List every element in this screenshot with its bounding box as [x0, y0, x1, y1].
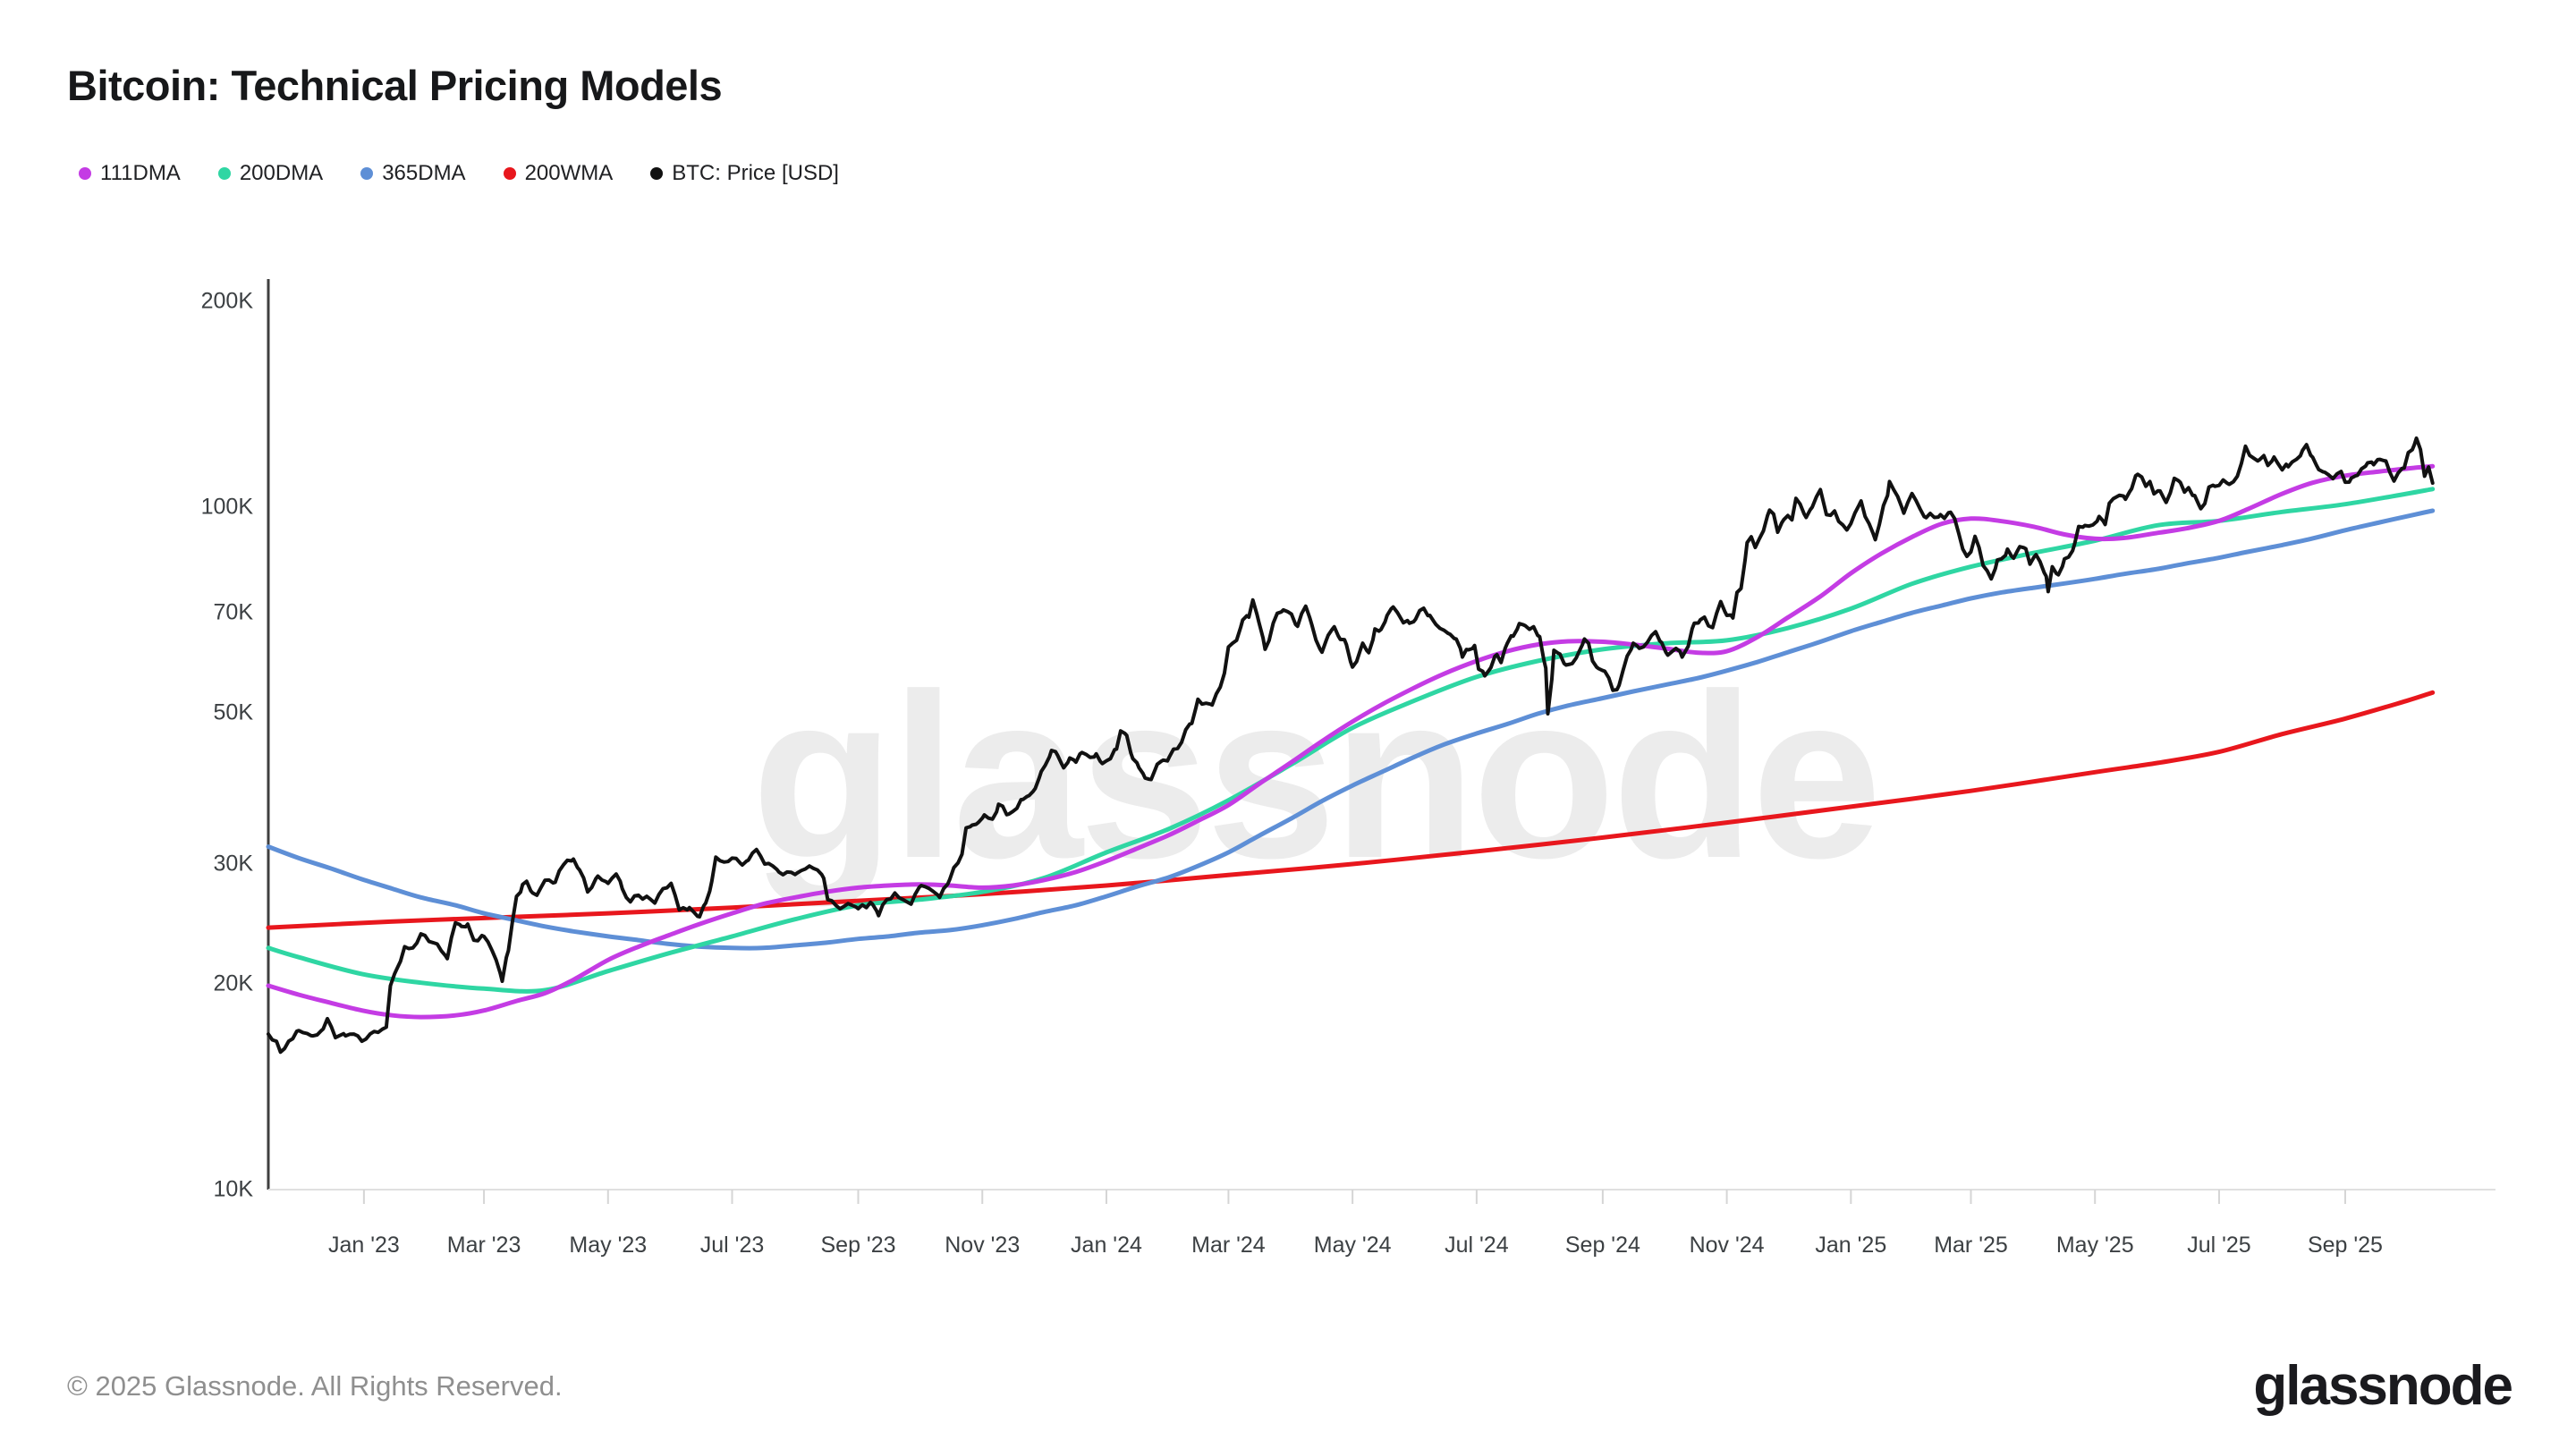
- y-tick-label: 200K: [200, 288, 253, 314]
- legend-label: BTC: Price [USD]: [672, 161, 839, 185]
- x-tick-label: Jan '23: [327, 1233, 400, 1258]
- x-tick-label: Sep '25: [2307, 1233, 2383, 1258]
- legend: 111DMA 200DMA 365DMA 200WMA BTC: Price [USD]: [79, 161, 839, 186]
- legend-dot-icon: [650, 167, 664, 180]
- y-tick-label: 20K: [213, 970, 253, 996]
- page-title: Bitcoin: Technical Pricing Models: [67, 62, 723, 109]
- y-tick-label: 10K: [213, 1176, 253, 1202]
- legend-dot-icon: [217, 167, 231, 180]
- legend-item-btc-price-usd-: BTC: Price [USD]: [650, 161, 839, 186]
- x-tick-label: Mar '25: [1934, 1233, 2008, 1258]
- legend-item-365dma: 365DMA: [360, 161, 466, 186]
- x-tick-label: Jan '24: [1071, 1233, 1142, 1258]
- x-tick-label: Mar '24: [1191, 1233, 1266, 1258]
- y-tick-label: 30K: [213, 851, 253, 877]
- legend-label: 365DMA: [382, 161, 466, 185]
- glassnode-logo: glassnode: [2253, 1355, 2513, 1417]
- legend-item-200wma: 200WMA: [503, 161, 614, 186]
- legend-item-111dma: 111DMA: [79, 161, 181, 186]
- legend-dot-icon: [360, 167, 374, 180]
- y-tick-label: 50K: [213, 699, 253, 725]
- x-tick-label: Sep '24: [1564, 1233, 1640, 1258]
- x-tick-label: Jul '25: [2187, 1233, 2251, 1258]
- x-tick-label: Jan '25: [1815, 1233, 1887, 1258]
- x-tick-label: May '25: [2055, 1233, 2134, 1258]
- series-line-365dma: [266, 508, 2436, 951]
- series-line-btc-price-usd-: [267, 436, 2435, 1055]
- x-tick-label: Mar '23: [446, 1233, 521, 1258]
- legend-dot-icon: [503, 167, 516, 180]
- series-line-111dma: [266, 463, 2436, 1020]
- x-tick-label: Sep '23: [820, 1233, 896, 1258]
- x-tick-label: Nov '23: [945, 1233, 1021, 1258]
- x-tick-label: Jul '23: [699, 1233, 765, 1258]
- legend-label: 111DMA: [100, 161, 181, 185]
- y-tick-label: 70K: [213, 599, 253, 625]
- x-tick-label: Nov '24: [1689, 1233, 1765, 1258]
- series-line-200wma: [266, 690, 2436, 930]
- y-tick-label: 100K: [200, 494, 253, 520]
- x-tick-label: Jul '24: [1445, 1233, 1509, 1258]
- legend-label: 200WMA: [524, 161, 614, 185]
- legend-item-200dma: 200DMA: [217, 161, 324, 186]
- legend-label: 200DMA: [239, 161, 324, 185]
- footer-copyright: © 2025 Glassnode. All Rights Reserved.: [67, 1370, 563, 1402]
- x-tick-label: May '24: [1313, 1233, 1392, 1258]
- x-tick-label: May '23: [569, 1233, 648, 1258]
- watermark: glassnode: [751, 645, 1882, 907]
- legend-dot-icon: [79, 167, 91, 180]
